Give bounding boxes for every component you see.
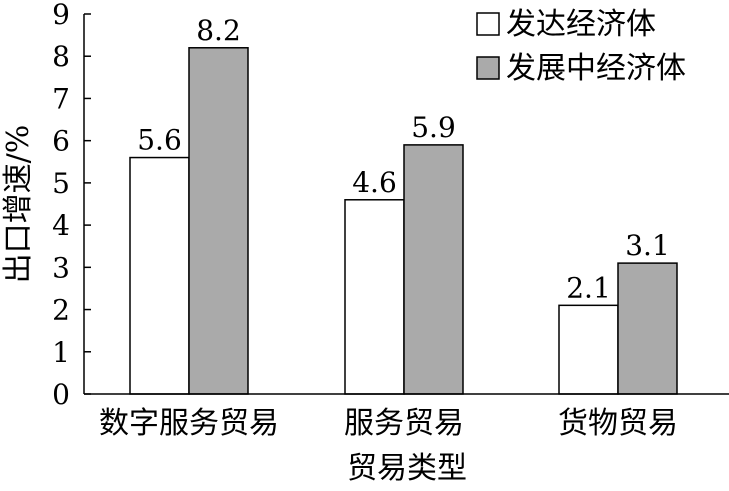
- bar-value-label: 8.2: [196, 14, 241, 47]
- legend: 发达经济体 发展中经济体: [476, 7, 686, 86]
- y-tick-label: 6: [52, 125, 70, 158]
- y-tick-label: 9: [52, 0, 70, 31]
- y-tick-label: 2: [52, 294, 70, 327]
- y-tick-label: 4: [52, 209, 70, 242]
- bar-value-label: 2.1: [566, 271, 611, 304]
- y-tick-label: 8: [52, 40, 70, 73]
- y-tick-label: 0: [52, 378, 70, 411]
- legend-swatch-developing: [476, 56, 500, 80]
- bar-developed-1: [344, 199, 405, 395]
- legend-label-developing: 发展中经济体: [506, 51, 686, 86]
- bar-developing-2: [617, 262, 678, 395]
- bar-value-label: 5.6: [137, 124, 182, 157]
- y-tick-label: 7: [52, 82, 70, 115]
- bar-labels-group: 5.6 4.6 2.1 8.2 5.9 3.1: [137, 14, 670, 305]
- y-ticks-group: 0 1 2 3 4 5 6 7 8 9: [52, 0, 91, 411]
- bar-developed-2: [558, 304, 619, 395]
- category-label: 服务贸易: [344, 406, 464, 441]
- axes-group: [83, 14, 729, 395]
- bar-value-label: 5.9: [411, 111, 456, 144]
- y-tick-label: 3: [52, 251, 70, 284]
- bar-developing-1: [403, 144, 464, 395]
- legend-label-developed: 发达经济体: [506, 7, 656, 42]
- bars-group: [129, 47, 678, 395]
- bar-value-label: 4.6: [352, 166, 397, 199]
- bar-value-label: 3.1: [625, 229, 670, 262]
- category-labels-group: 数字服务贸易 服务贸易 货物贸易: [99, 406, 678, 441]
- y-axis-title: 出口增速/%: [1, 125, 36, 284]
- bar-developing-0: [188, 47, 249, 395]
- category-label: 货物贸易: [558, 406, 678, 441]
- bar-developed-0: [129, 156, 190, 395]
- category-label: 数字服务贸易: [99, 406, 279, 441]
- y-tick-label: 5: [52, 167, 70, 200]
- y-tick-label: 1: [52, 336, 70, 369]
- legend-swatch-developed: [476, 12, 500, 36]
- x-axis-title: 贸易类型: [347, 451, 467, 486]
